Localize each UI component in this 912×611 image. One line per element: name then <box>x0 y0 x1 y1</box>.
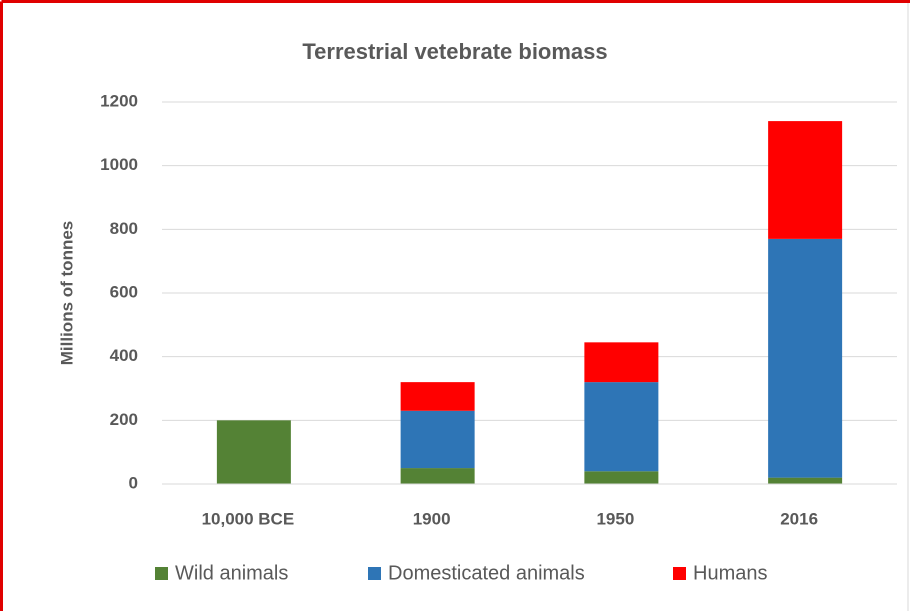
chart-title: Terrestrial vetebrate biomass <box>302 39 607 64</box>
x-tick-label: 1950 <box>596 509 634 528</box>
bar-segment <box>768 477 843 484</box>
x-tick-label: 2016 <box>780 509 818 528</box>
y-tick-label: 1200 <box>100 91 138 110</box>
bar-segment <box>400 410 475 469</box>
y-axis-title: Millions of tonnes <box>57 221 76 366</box>
legend-label: Humans <box>693 562 767 584</box>
y-tick-label: 800 <box>110 219 138 238</box>
y-tick-label: 600 <box>110 282 138 301</box>
y-tick-label: 0 <box>129 473 138 492</box>
bar-segment <box>216 420 291 484</box>
bar-segment <box>584 342 659 383</box>
legend-label: Wild animals <box>175 562 288 584</box>
legend-swatch <box>368 567 381 580</box>
y-tick-label: 1000 <box>100 155 138 174</box>
x-tick-label: 1900 <box>413 509 451 528</box>
legend-swatch <box>673 567 686 580</box>
bar-segment <box>768 238 843 478</box>
legend-swatch <box>155 567 168 580</box>
y-tick-label: 400 <box>110 346 138 365</box>
x-tick-label: 10,000 BCE <box>202 509 295 528</box>
y-tick-label: 200 <box>110 410 138 429</box>
bar-segment <box>400 468 475 484</box>
bar-segment <box>768 121 843 239</box>
bar-segment <box>584 382 659 472</box>
bar-segment <box>584 471 659 484</box>
bar-segment <box>400 382 475 411</box>
legend-label: Domesticated animals <box>388 562 585 584</box>
